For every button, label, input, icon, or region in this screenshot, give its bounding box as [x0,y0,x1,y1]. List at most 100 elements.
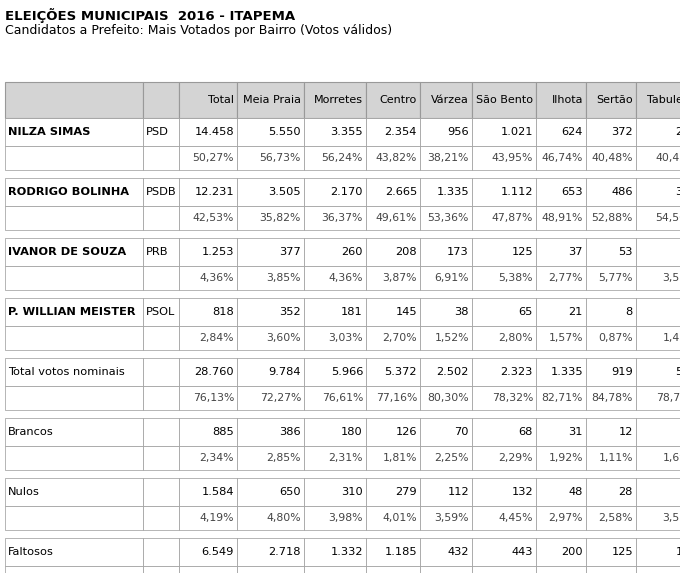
Bar [143,238,179,266]
Bar [636,82,680,118]
Bar [536,566,586,573]
Text: 1,11%: 1,11% [598,453,633,463]
Text: Centro: Centro [379,95,417,105]
Bar [536,478,586,506]
Bar [536,386,586,410]
Bar [586,538,636,566]
Bar [586,446,636,470]
Bar [5,418,143,446]
Text: 559: 559 [675,367,680,377]
Bar [143,446,179,470]
Bar [472,266,536,290]
Text: 650: 650 [279,487,301,497]
Text: 1,57%: 1,57% [549,333,583,343]
Text: 6,91%: 6,91% [435,273,469,283]
Bar [366,266,420,290]
Text: 4,19%: 4,19% [199,513,234,523]
Text: 4,80%: 4,80% [267,513,301,523]
Bar [179,82,237,118]
Text: Várzea: Várzea [431,95,469,105]
Bar [636,206,680,230]
Bar [304,566,366,573]
Text: 78,73%: 78,73% [656,393,680,403]
Bar [304,118,366,146]
Bar [636,478,680,506]
Bar [179,178,237,206]
Text: 1,43%: 1,43% [662,333,680,343]
Bar [636,446,680,470]
Text: 14.458: 14.458 [194,127,234,137]
Text: PSDB: PSDB [146,187,177,197]
Text: 1,52%: 1,52% [435,333,469,343]
Bar [536,146,586,170]
Text: 76,61%: 76,61% [322,393,363,403]
Text: 3,85%: 3,85% [267,273,301,283]
Bar [5,326,143,350]
Bar [179,206,237,230]
Bar [5,82,143,118]
Text: 38: 38 [454,307,469,317]
Bar [420,178,472,206]
Text: 6.549: 6.549 [202,547,234,557]
Text: 54,56%: 54,56% [656,213,680,223]
Bar [420,298,472,326]
Bar [636,146,680,170]
Bar [179,238,237,266]
Text: 279: 279 [395,487,417,497]
Bar [179,266,237,290]
Bar [179,118,237,146]
Bar [472,206,536,230]
Text: Meia Praia: Meia Praia [243,95,301,105]
Bar [5,506,143,530]
Text: Candidatos a Prefeito: Mais Votados por Bairro (Votos válidos): Candidatos a Prefeito: Mais Votados por … [5,24,392,37]
Text: 49,61%: 49,61% [375,213,417,223]
Bar [304,266,366,290]
Text: 42,53%: 42,53% [192,213,234,223]
Text: 76,13%: 76,13% [192,393,234,403]
Text: 2.665: 2.665 [385,187,417,197]
Text: 1,69%: 1,69% [662,453,680,463]
Text: 48: 48 [568,487,583,497]
Bar [536,446,586,470]
Text: 28.760: 28.760 [194,367,234,377]
Bar [420,446,472,470]
Bar [304,506,366,530]
Text: 486: 486 [611,187,633,197]
Bar [536,206,586,230]
Bar [536,418,586,446]
Bar [472,478,536,506]
Text: 5.550: 5.550 [269,127,301,137]
Text: 112: 112 [447,487,469,497]
Bar [536,358,586,386]
Text: 2,80%: 2,80% [498,333,533,343]
Bar [304,146,366,170]
Text: 3,87%: 3,87% [382,273,417,283]
Bar [536,326,586,350]
Bar [304,358,366,386]
Bar [420,506,472,530]
Bar [5,446,143,470]
Bar [420,82,472,118]
Bar [586,358,636,386]
Bar [143,358,179,386]
Bar [237,386,304,410]
Text: 48,91%: 48,91% [542,213,583,223]
Bar [237,146,304,170]
Bar [143,418,179,446]
Text: 4,36%: 4,36% [328,273,363,283]
Text: 40,43%: 40,43% [656,153,680,163]
Bar [237,446,304,470]
Text: 1.584: 1.584 [201,487,234,497]
Bar [586,118,636,146]
Text: 38,21%: 38,21% [428,153,469,163]
Text: 1.332: 1.332 [330,547,363,557]
Text: IVANOR DE SOUZA: IVANOR DE SOUZA [8,247,126,257]
Bar [586,146,636,170]
Text: 5,77%: 5,77% [598,273,633,283]
Bar [5,538,143,566]
Text: PRB: PRB [146,247,169,257]
Bar [237,506,304,530]
Bar [472,238,536,266]
Text: 443: 443 [511,547,533,557]
Bar [420,538,472,566]
